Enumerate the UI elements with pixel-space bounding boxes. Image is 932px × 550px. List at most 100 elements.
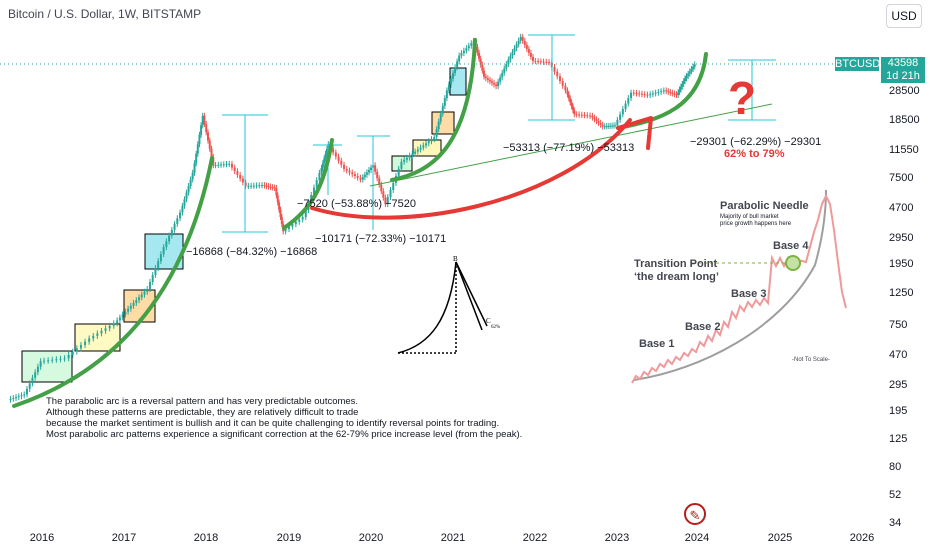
tradingview-logo-icon[interactable]: ✎ bbox=[684, 503, 706, 525]
candle-body bbox=[558, 76, 561, 82]
candle-body bbox=[386, 197, 389, 205]
candle-body bbox=[673, 93, 676, 95]
time-tick-label: 2020 bbox=[359, 532, 383, 544]
candle-body bbox=[185, 192, 188, 200]
candle-body bbox=[400, 161, 403, 169]
candle-body bbox=[682, 81, 685, 84]
candle-body bbox=[580, 114, 583, 116]
candle-body bbox=[298, 219, 301, 222]
candle-body bbox=[79, 345, 82, 349]
candle-body bbox=[201, 115, 204, 126]
candle-body bbox=[301, 217, 304, 220]
currency-button[interactable]: USD bbox=[886, 4, 922, 28]
price-tick-label: 1250 bbox=[889, 287, 913, 299]
candle-body bbox=[688, 71, 691, 74]
candle-body bbox=[324, 153, 327, 159]
candle-body bbox=[170, 229, 173, 236]
candle-body bbox=[278, 202, 281, 210]
candle-body bbox=[17, 396, 20, 398]
candle-body bbox=[430, 139, 433, 142]
candle-body bbox=[609, 125, 612, 127]
drawdown-label: −7520 (−53.88%) −7520 bbox=[297, 198, 416, 210]
candle-body bbox=[124, 311, 127, 315]
candle-body bbox=[657, 91, 660, 93]
candle-body bbox=[437, 121, 440, 130]
time-tick-label: 2017 bbox=[112, 532, 136, 544]
candle-body bbox=[503, 68, 506, 73]
time-tick-label: 2025 bbox=[768, 532, 792, 544]
candle-body bbox=[578, 114, 581, 116]
candle-body bbox=[340, 160, 343, 165]
candle-body bbox=[384, 197, 387, 205]
candle-body bbox=[337, 156, 340, 161]
candle-body bbox=[345, 168, 348, 171]
candle-body bbox=[187, 186, 190, 193]
time-tick-label: 2022 bbox=[523, 532, 547, 544]
candle-body bbox=[481, 64, 484, 71]
candle-body bbox=[267, 186, 270, 188]
time-tick-label: 2021 bbox=[441, 532, 465, 544]
candle-body bbox=[361, 177, 364, 180]
candle-body bbox=[20, 395, 23, 397]
candle-body bbox=[376, 171, 379, 179]
point-b-label: B bbox=[453, 255, 458, 263]
candle-body bbox=[411, 153, 414, 156]
candle-body bbox=[640, 93, 643, 95]
candle-body bbox=[258, 185, 261, 187]
question-mark: ? bbox=[728, 72, 756, 124]
candle-body bbox=[553, 67, 556, 72]
candle-body bbox=[573, 110, 576, 115]
candle-body bbox=[225, 164, 228, 166]
time-tick-label: 2019 bbox=[277, 532, 301, 544]
time-tick-label: 2023 bbox=[605, 532, 629, 544]
candle-body bbox=[507, 59, 510, 64]
candle-body bbox=[276, 195, 279, 203]
candle-body bbox=[537, 61, 540, 63]
candle-body bbox=[567, 94, 570, 99]
candle-body bbox=[449, 78, 452, 85]
candle-body bbox=[389, 190, 392, 198]
candle-body bbox=[210, 148, 213, 158]
candle-body bbox=[419, 147, 422, 150]
candle-body bbox=[539, 61, 542, 63]
candle-body bbox=[348, 170, 351, 173]
price-tick-label: 1950 bbox=[889, 258, 913, 270]
candle-body bbox=[569, 98, 572, 103]
candle-body bbox=[486, 78, 489, 80]
candle-body bbox=[649, 94, 652, 96]
candle-body bbox=[252, 185, 255, 187]
candle-body bbox=[566, 90, 569, 95]
candle-body bbox=[671, 92, 674, 94]
candle-body bbox=[534, 60, 537, 62]
price-tick-label: 295 bbox=[889, 379, 907, 391]
candle-body bbox=[575, 114, 578, 116]
candle-body bbox=[627, 98, 630, 104]
description-line: Although these patterns are predictable,… bbox=[46, 407, 359, 418]
candle-body bbox=[441, 105, 444, 114]
candle-body bbox=[15, 397, 18, 399]
candle-body bbox=[597, 121, 600, 123]
candle-body bbox=[447, 84, 450, 91]
candle-body bbox=[595, 119, 598, 122]
transition-point-sublabel: ‘the dream long’ bbox=[634, 271, 719, 283]
candle-body bbox=[632, 92, 635, 94]
candle-body bbox=[135, 300, 138, 303]
candle-body bbox=[425, 143, 428, 146]
candle-body bbox=[462, 50, 465, 54]
candle-body bbox=[427, 141, 430, 144]
candle-body bbox=[365, 172, 368, 175]
candle-body bbox=[151, 275, 154, 283]
candle-body bbox=[196, 144, 199, 154]
candle-body bbox=[497, 81, 500, 87]
candle-body bbox=[593, 117, 596, 120]
candle-body bbox=[291, 224, 294, 227]
candle-body bbox=[279, 209, 282, 217]
price-tick-label: 4700 bbox=[889, 202, 913, 214]
candle-body bbox=[220, 164, 223, 166]
price-tick-label: 125 bbox=[889, 433, 907, 445]
candle-body bbox=[162, 247, 165, 255]
price-tick-label: 34 bbox=[889, 517, 901, 529]
candle-body bbox=[476, 46, 479, 53]
candle-body bbox=[478, 52, 481, 59]
